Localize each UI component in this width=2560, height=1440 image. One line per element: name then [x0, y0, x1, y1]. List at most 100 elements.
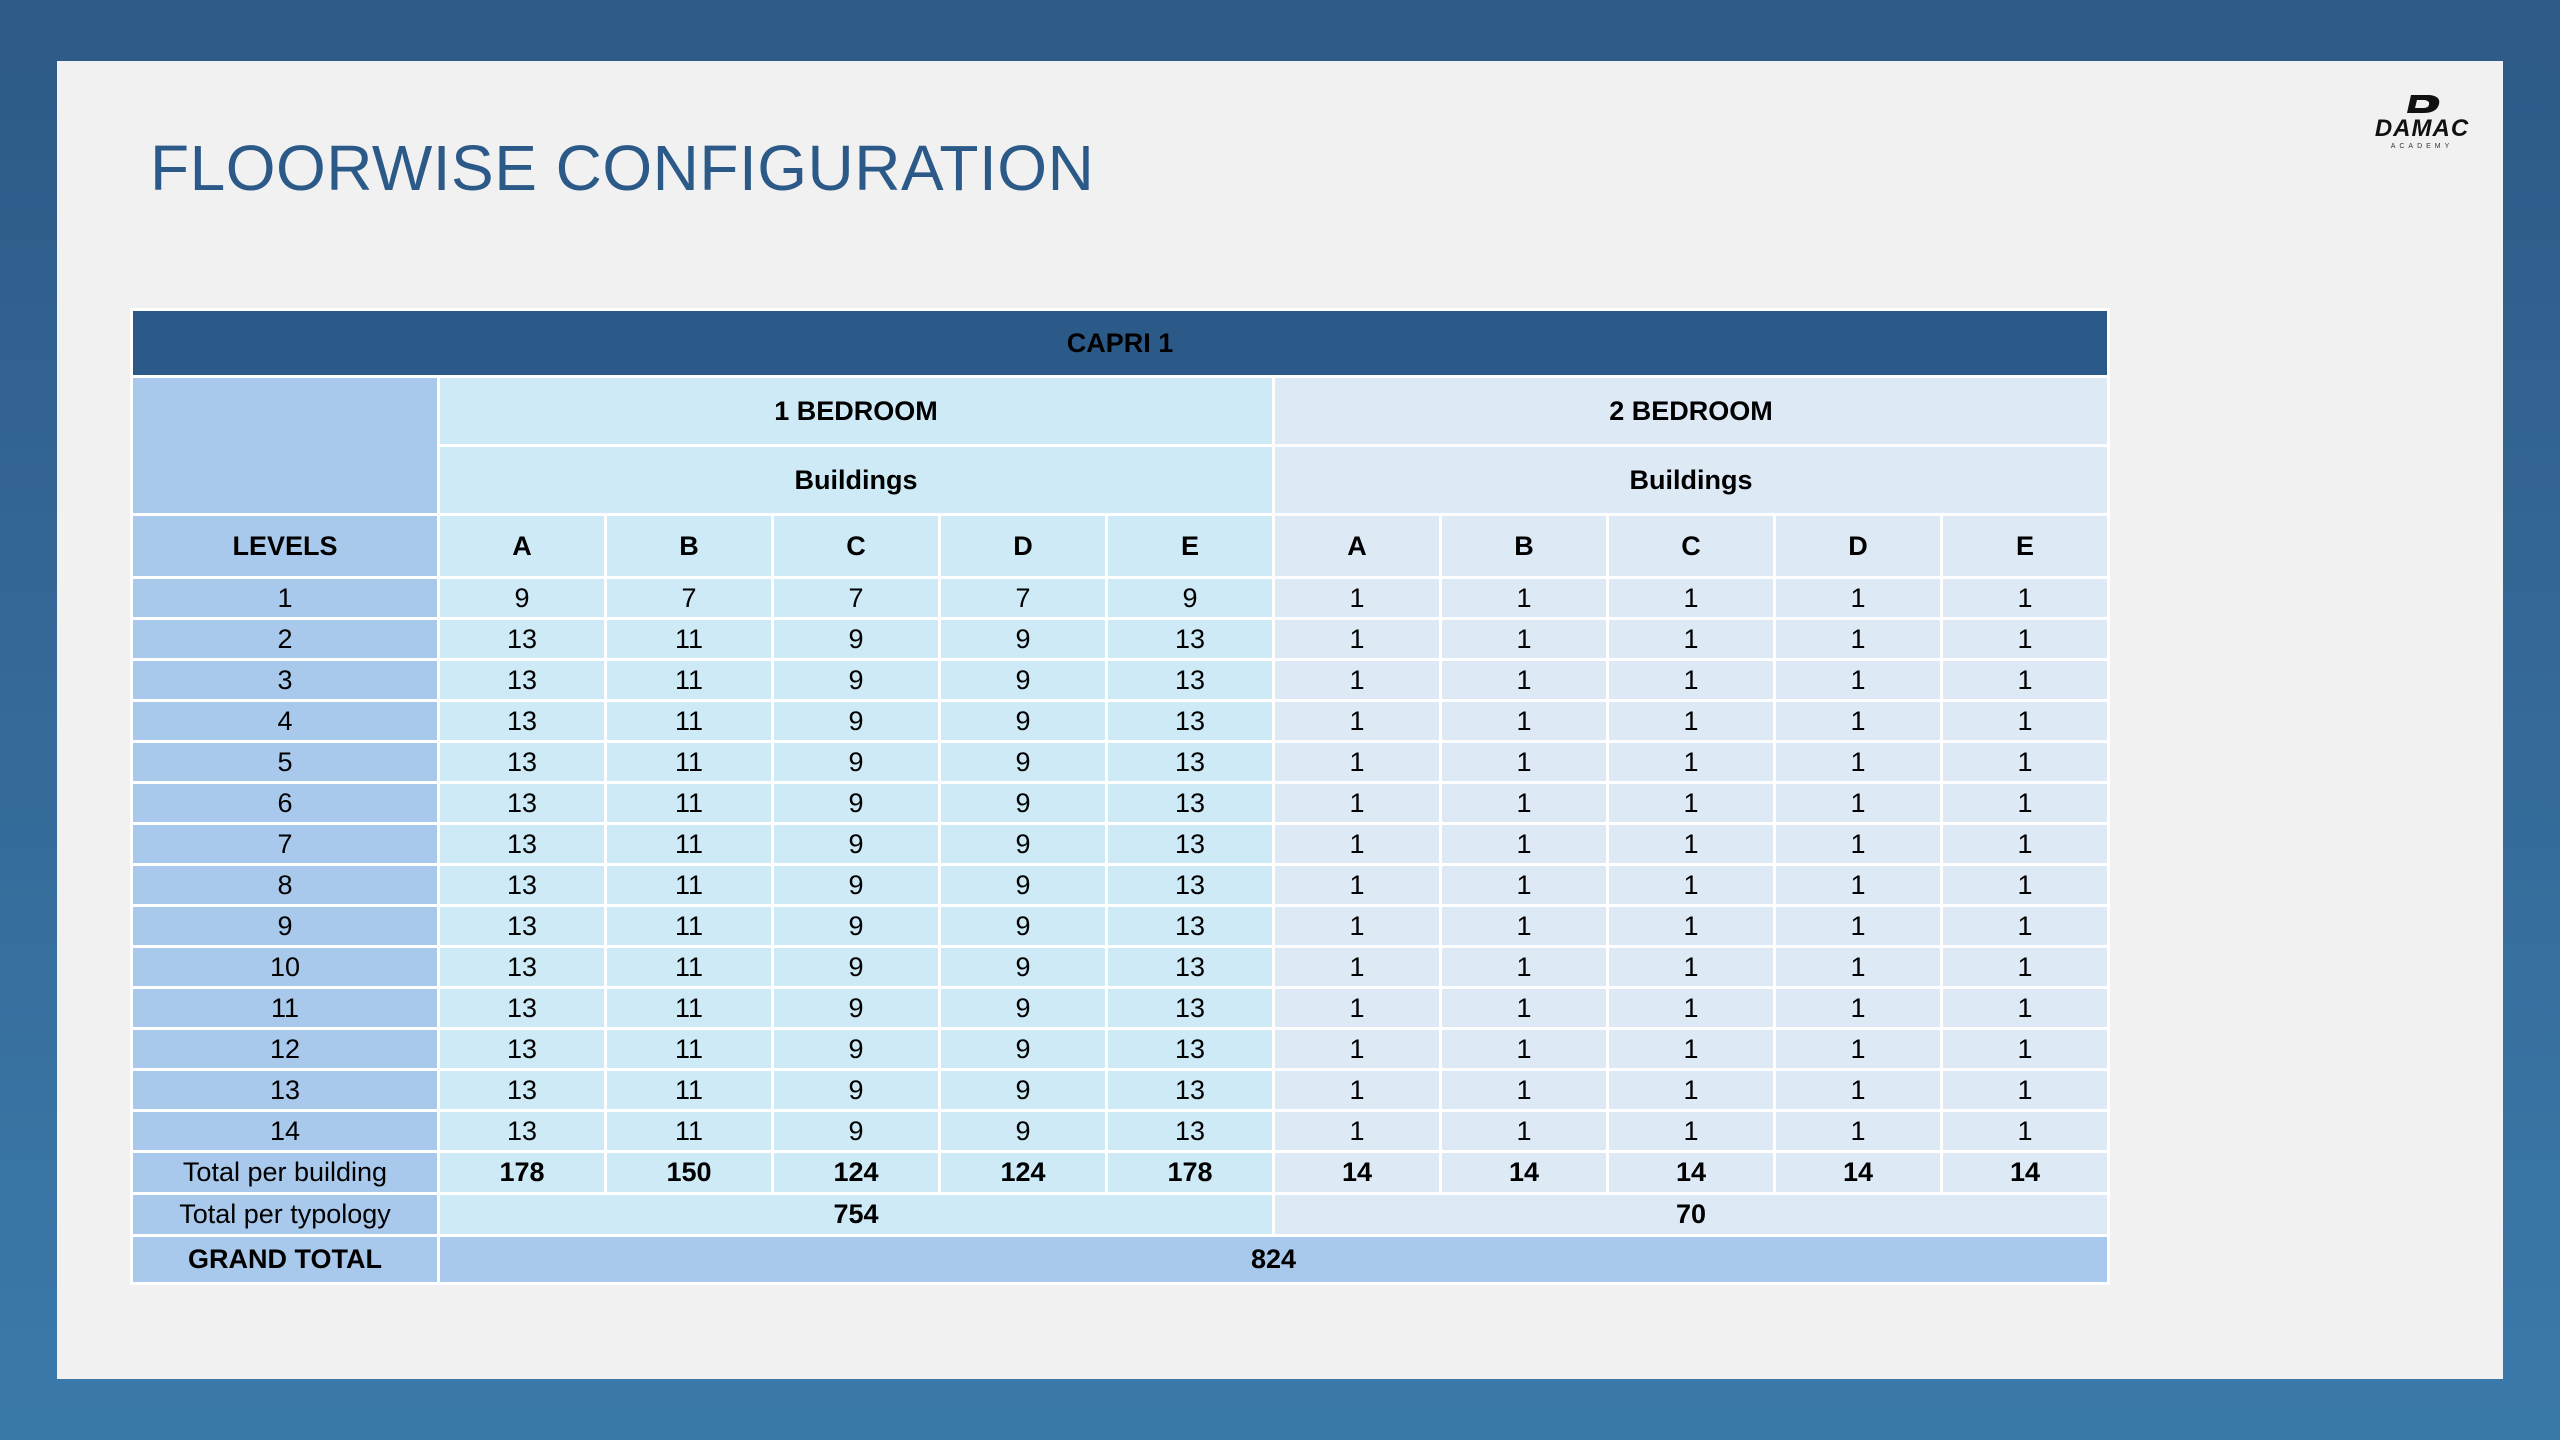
unit-count-cell: 9	[938, 822, 1108, 866]
table-row: 10 13 11 9 9 13 1 1 1 1 1	[130, 945, 2111, 989]
unit-count-cell: 1	[1939, 740, 2111, 784]
unit-count-cell: 1	[1272, 904, 1442, 948]
level-cell: 7	[130, 822, 440, 866]
unit-count-cell: 1	[1439, 1068, 1609, 1112]
unit-count-cell: 13	[1105, 945, 1275, 989]
building-header: B	[604, 513, 774, 579]
unit-count-cell: 1	[1272, 699, 1442, 743]
unit-count-cell: 7	[938, 576, 1108, 620]
unit-count-cell: 1	[1439, 1027, 1609, 1071]
total-per-building-cell: 14	[1272, 1150, 1442, 1195]
unit-count-cell: 11	[604, 1068, 774, 1112]
table-row: 8 13 11 9 9 13 1 1 1 1 1	[130, 863, 2111, 907]
unit-count-cell: 1	[1773, 1068, 1943, 1112]
unit-count-cell: 13	[1105, 863, 1275, 907]
unit-count-cell: 1	[1439, 576, 1609, 620]
grand-total-row: GRAND TOTAL 824	[130, 1234, 2111, 1285]
unit-count-cell: 1	[1773, 740, 1943, 784]
unit-count-cell: 9	[771, 617, 941, 661]
unit-count-cell: 11	[604, 904, 774, 948]
unit-count-cell: 13	[437, 781, 607, 825]
unit-count-cell: 13	[1105, 699, 1275, 743]
table-row: 14 13 11 9 9 13 1 1 1 1 1	[130, 1109, 2111, 1153]
unit-count-cell: 1	[1439, 699, 1609, 743]
total-per-building-row: Total per building 178 150 124 124 178 14 14 14 1…	[130, 1150, 2111, 1195]
unit-count-cell: 1	[1272, 945, 1442, 989]
unit-count-cell: 13	[1105, 658, 1275, 702]
levels-header: LEVELS	[130, 513, 440, 579]
unit-count-cell: 1	[1773, 945, 1943, 989]
unit-count-cell: 1	[1272, 863, 1442, 907]
grand-total-value: 824	[436, 1234, 2111, 1285]
unit-count-cell: 9	[938, 945, 1108, 989]
unit-count-cell: 1	[1272, 617, 1442, 661]
unit-count-cell: 11	[604, 1109, 774, 1153]
level-cell: 12	[130, 1027, 440, 1071]
unit-count-cell: 9	[771, 904, 941, 948]
unit-count-cell: 1	[1939, 781, 2111, 825]
total-per-building-cell: 14	[1606, 1150, 1776, 1195]
unit-count-cell: 1	[1606, 699, 1776, 743]
unit-count-cell: 13	[1105, 1027, 1275, 1071]
table-body: 1 9 7 7 7 9 1 1 1 1 1 2 13 11 9 9 13 1 1 1 1 1 3 13 11 9 9 13 1 1 1 1 1 4…	[130, 576, 2111, 1285]
table-row: 6 13 11 9 9 13 1 1 1 1 1	[130, 781, 2111, 825]
unit-count-cell: 1	[1773, 822, 1943, 866]
level-cell: 11	[130, 986, 440, 1030]
level-cell: 9	[130, 904, 440, 948]
unit-count-cell: 13	[437, 986, 607, 1030]
unit-count-cell: 9	[771, 781, 941, 825]
level-cell: 13	[130, 1068, 440, 1112]
unit-count-cell: 9	[437, 576, 607, 620]
unit-count-cell: 11	[604, 822, 774, 866]
unit-count-cell: 1	[1439, 863, 1609, 907]
unit-count-cell: 1	[1773, 658, 1943, 702]
unit-count-cell: 11	[604, 945, 774, 989]
level-cell: 2	[130, 617, 440, 661]
unit-count-cell: 11	[604, 658, 774, 702]
building-header: A	[437, 513, 607, 579]
unit-count-cell: 1	[1939, 658, 2111, 702]
total-per-building-cell: 150	[604, 1150, 774, 1195]
unit-count-cell: 9	[938, 699, 1108, 743]
unit-count-cell: 11	[604, 1027, 774, 1071]
table-row: 3 13 11 9 9 13 1 1 1 1 1	[130, 658, 2111, 702]
group-subheader-2-bedroom: Buildings	[1271, 444, 2111, 516]
unit-count-cell: 13	[437, 1109, 607, 1153]
unit-count-cell: 7	[771, 576, 941, 620]
unit-count-cell: 1	[1939, 986, 2111, 1030]
building-header: A	[1272, 513, 1442, 579]
unit-count-cell: 11	[604, 863, 774, 907]
unit-count-cell: 1	[1939, 699, 2111, 743]
unit-count-cell: 1	[1773, 1027, 1943, 1071]
unit-count-cell: 1	[1439, 822, 1609, 866]
unit-count-cell: 7	[604, 576, 774, 620]
total-per-building-label: Total per building	[130, 1150, 440, 1195]
unit-count-cell: 1	[1606, 740, 1776, 784]
unit-count-cell: 1	[1773, 617, 1943, 661]
logo-subtitle: ACADEMY	[2390, 143, 2454, 150]
unit-count-cell: 9	[938, 781, 1108, 825]
table-row: 9 13 11 9 9 13 1 1 1 1 1	[130, 904, 2111, 948]
unit-count-cell: 13	[437, 863, 607, 907]
unit-count-cell: 9	[771, 740, 941, 784]
building-header: E	[1105, 513, 1275, 579]
unit-count-cell: 1	[1272, 576, 1442, 620]
grand-total-label: GRAND TOTAL	[130, 1234, 440, 1285]
level-cell: 5	[130, 740, 440, 784]
unit-count-cell: 1	[1606, 986, 1776, 1030]
unit-count-cell: 13	[1105, 781, 1275, 825]
total-per-typology-label: Total per typology	[130, 1192, 440, 1237]
group-header-2-bedroom: 2 BEDROOM	[1271, 375, 2111, 447]
unit-count-cell: 9	[938, 863, 1108, 907]
building-header: D	[938, 513, 1108, 579]
unit-count-cell: 1	[1439, 617, 1609, 661]
unit-count-cell: 1	[1939, 1109, 2111, 1153]
unit-count-cell: 1	[1939, 617, 2111, 661]
unit-count-cell: 13	[437, 1027, 607, 1071]
total-per-typology-row: Total per typology 754 70	[130, 1192, 2111, 1237]
total-per-building-cell: 14	[1773, 1150, 1943, 1195]
unit-count-cell: 9	[938, 617, 1108, 661]
unit-count-cell: 1	[1606, 1068, 1776, 1112]
